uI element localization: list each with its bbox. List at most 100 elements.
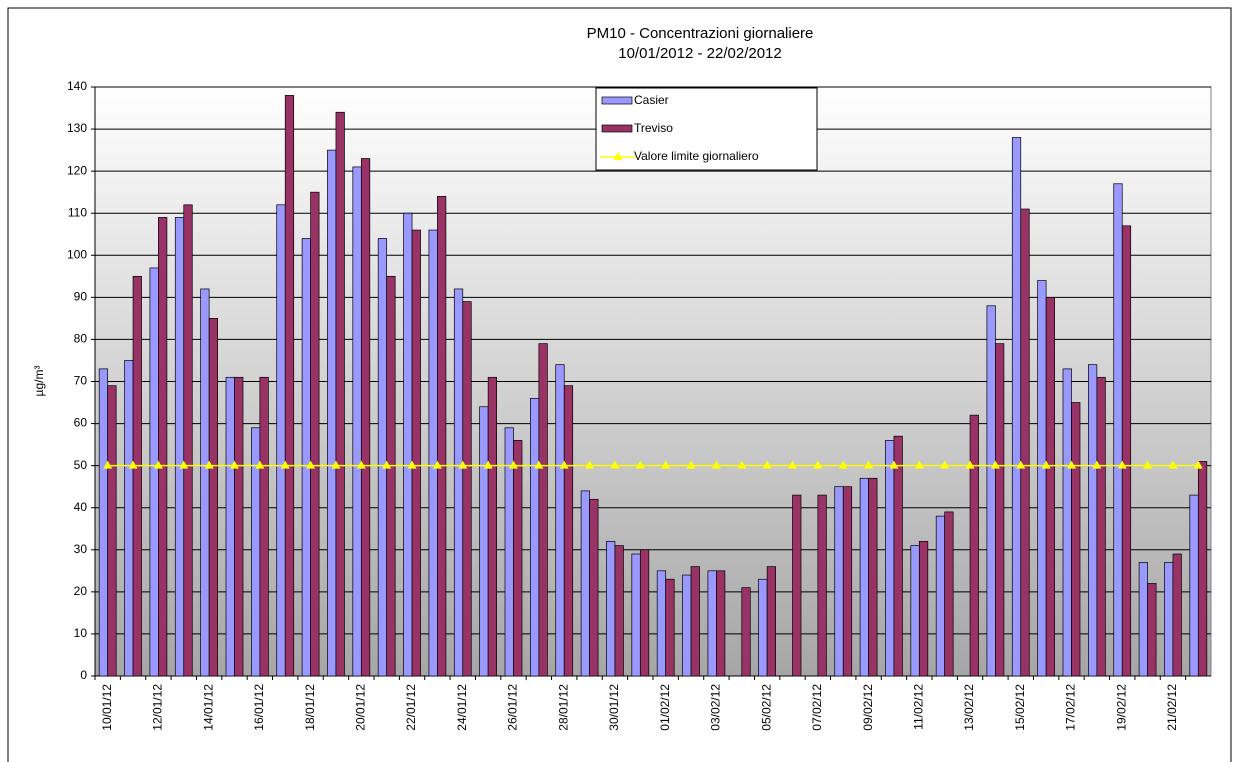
bar [1164,562,1174,677]
line-marker [331,460,341,469]
y-tick-label: 60 [74,416,88,430]
line-marker [407,460,417,469]
bar [132,275,142,677]
bar [276,204,286,677]
line-marker [1168,460,1178,469]
legend-label: Valore limite giornaliero [634,149,759,163]
bar [225,376,235,677]
bar [386,275,396,677]
bar [1147,583,1157,677]
x-tick-label: 15/02/12 [1013,684,1027,731]
legend-label: Casier [634,93,669,107]
bar [1071,402,1081,677]
line-marker [179,460,189,469]
bar [1088,364,1098,677]
bar [327,149,337,677]
line-marker [711,460,721,469]
x-tick-label: 11/02/12 [911,684,925,730]
bar [1121,225,1132,677]
bar [918,541,929,677]
x-tick-label: 26/01/12 [506,684,520,731]
bar [259,376,269,677]
bar [352,166,362,677]
y-tick-label: 40 [74,500,88,514]
x-tick-label: 07/02/12 [810,684,824,731]
bar [234,376,244,677]
bar [453,288,464,677]
bar [487,376,497,677]
bar [868,477,878,677]
bar [589,498,599,677]
bar [639,549,650,677]
bar [149,267,159,677]
legend: Casier Treviso Valore limite giornaliero [595,87,818,171]
bar [538,343,548,677]
bar [174,217,185,677]
line-marker [1067,460,1076,469]
bar [107,385,117,677]
bar [817,494,827,677]
y-axis-label: µg/m³ [32,366,46,397]
y-tick-label: 100 [67,247,87,261]
bar [910,545,920,677]
bar [513,440,523,677]
line-marker [661,460,671,469]
bar [301,238,311,677]
bar [935,515,946,677]
bar [682,574,692,677]
y-tick-label: 120 [67,163,87,177]
bar [1011,137,1022,677]
x-tick-label: 12/01/12 [151,684,165,731]
bar [563,385,574,677]
line-marker [382,460,392,469]
legend-swatch [601,124,633,133]
bar [1172,553,1182,677]
bar [580,490,590,677]
line-marker [864,460,874,469]
bar [1062,368,1072,677]
legend-swatch [601,96,633,105]
x-tick-label: 13/02/12 [962,684,976,731]
bar [758,578,768,677]
chart-title: PM10 - Concentrazioni giornaliere [587,25,814,42]
bar [555,364,565,677]
x-tick-label: 09/02/12 [861,684,875,731]
bar [200,288,210,677]
bar [403,212,413,677]
bar [1037,280,1047,677]
y-tick-label: 50 [74,458,88,472]
bar [530,397,540,677]
line-marker [1193,460,1203,469]
bar [1020,208,1030,677]
bar [310,191,320,677]
line-marker [255,460,265,469]
y-tick-label: 110 [68,205,87,219]
line-marker [1016,460,1026,469]
y-tick-label: 10 [74,626,88,640]
chart-subtitle: 10/01/2012 - 22/02/2012 [618,45,781,62]
bar [1096,376,1106,677]
line-marker [686,460,696,469]
x-tick-label: 30/01/12 [607,684,621,731]
bar [284,95,295,677]
x-tick-label: 20/01/12 [353,684,367,731]
y-tick-label: 90 [74,290,88,304]
x-tick-label: 21/02/12 [1165,684,1179,731]
bar [834,486,844,677]
line-marker [762,460,772,469]
bar [335,111,345,677]
bar [377,238,388,677]
y-tick-label: 70 [74,374,88,388]
x-tick-label: 16/01/12 [252,684,266,731]
x-tick-label: 01/02/12 [658,684,672,731]
line-marker [940,460,950,469]
line-marker [610,460,620,469]
bar [1189,494,1199,677]
bar [716,570,726,677]
line-marker [585,460,595,469]
line-marker [1117,460,1127,469]
line-marker [990,460,1000,469]
x-tick-label: 18/01/12 [303,684,317,731]
line-marker [1092,460,1102,469]
line-marker [737,460,747,469]
